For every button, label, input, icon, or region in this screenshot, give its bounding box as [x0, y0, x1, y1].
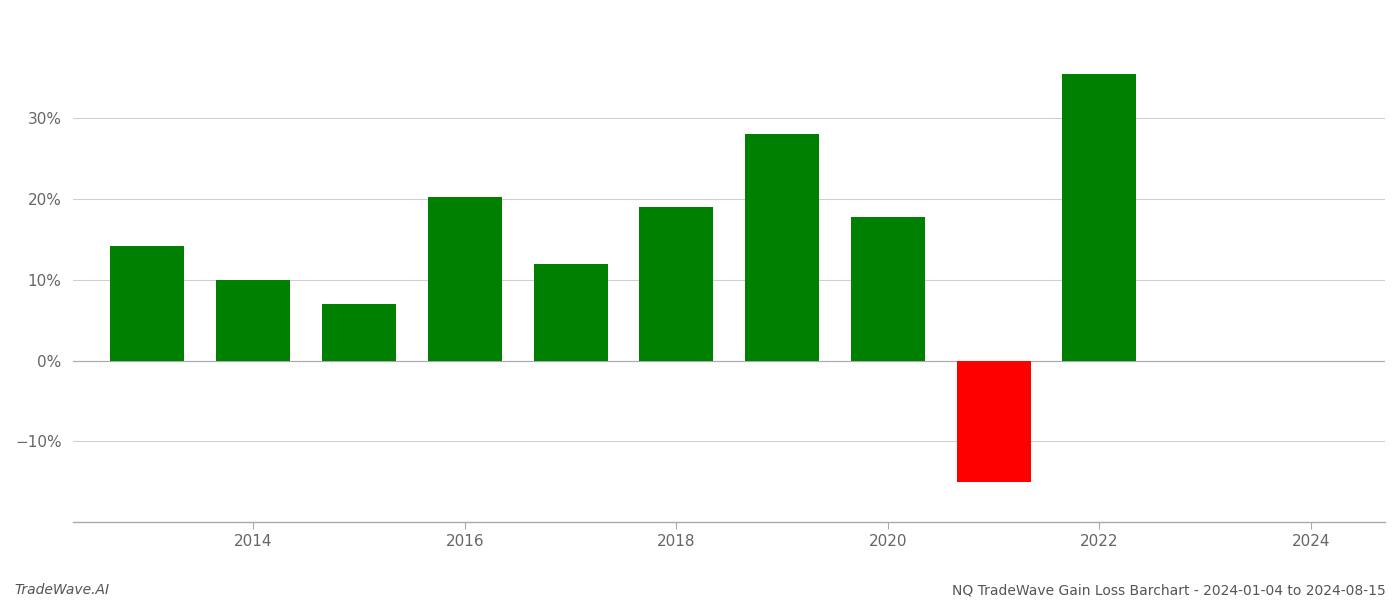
Bar [216, 280, 290, 361]
Bar [1063, 74, 1137, 361]
Bar [111, 246, 185, 361]
Bar [640, 207, 714, 361]
Bar [956, 361, 1030, 482]
Bar [533, 263, 608, 361]
Bar [851, 217, 925, 361]
Bar [428, 197, 501, 361]
Text: NQ TradeWave Gain Loss Barchart - 2024-01-04 to 2024-08-15: NQ TradeWave Gain Loss Barchart - 2024-0… [952, 583, 1386, 597]
Text: TradeWave.AI: TradeWave.AI [14, 583, 109, 597]
Bar [745, 134, 819, 361]
Bar [322, 304, 396, 361]
